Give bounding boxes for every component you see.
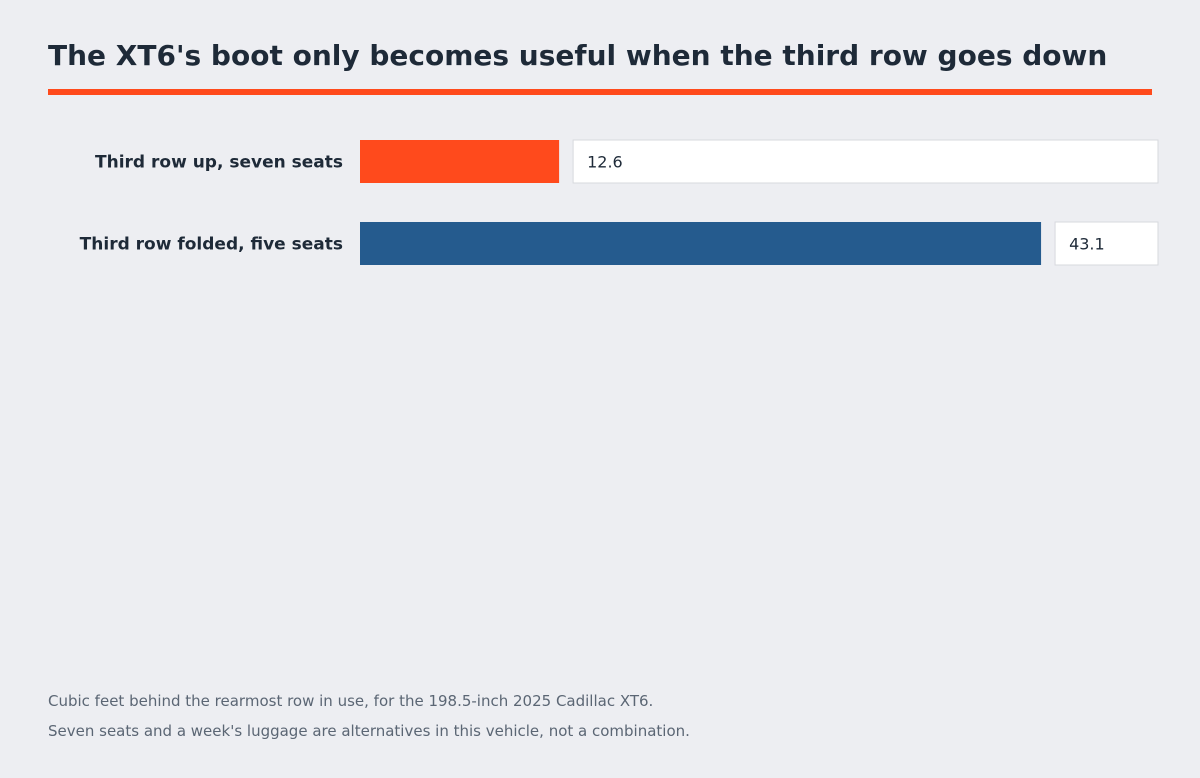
value-label: 12.6 [587, 153, 623, 172]
footnote-takeaway: Seven seats and a week's luggage are alt… [48, 722, 690, 740]
bar-row: Third row folded, five seats 43.1 [80, 221, 1159, 266]
value-label-box [572, 139, 1159, 184]
value-label-box [1054, 221, 1159, 266]
bar-row: Third row up, seven seats 12.6 [95, 139, 1159, 184]
chart-title: The XT6's boot only becomes useful when … [48, 39, 1108, 72]
title-underline [48, 89, 1152, 95]
category-label: Third row up, seven seats [95, 153, 343, 173]
value-label: 43.1 [1069, 235, 1105, 254]
bar [360, 222, 1042, 265]
footnote-units: Cubic feet behind the rearmost row in us… [48, 692, 654, 710]
category-label: Third row folded, five seats [80, 235, 343, 255]
bar [360, 140, 560, 183]
